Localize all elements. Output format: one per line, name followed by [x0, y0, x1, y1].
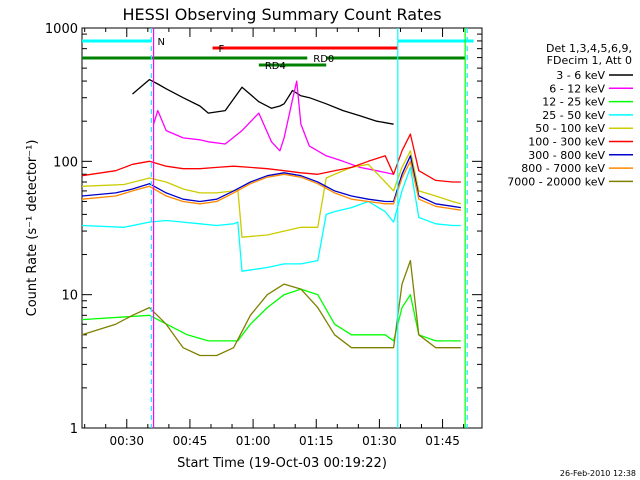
series-line-2 [152, 80, 394, 175]
series-line-5 [81, 150, 462, 238]
legend-header-1: Det 1,3,4,5,6,9, [546, 42, 632, 55]
x-tick-label: 00:45 [173, 434, 208, 448]
axis-ticks: 00:30 00:45 01:00 01:15 01:30 01:45 1 10 100 1000 [45, 22, 482, 448]
y-tick-label: 1 [70, 422, 78, 437]
legend-label-7: 300 - 800 keV [528, 149, 605, 162]
x-tick-label: 01:45 [425, 434, 460, 448]
legend-label-1: 3 - 6 keV [556, 69, 605, 82]
series-line-4 [81, 166, 461, 272]
x-tick-label: 01:00 [236, 434, 271, 448]
series-line-3 [81, 288, 461, 342]
legend: Det 1,3,4,5,6,9, FDecim 1, Att 0 3 - 6 k… [507, 42, 633, 188]
series-line-8 [81, 160, 461, 211]
flag-label-f: F [219, 44, 225, 55]
legend-label-8: 800 - 7000 keV [521, 162, 605, 175]
legend-header-2: FDecim 1, Att 0 [547, 54, 632, 67]
series-line-7 [81, 155, 461, 209]
flags-layer: N F RD0 RD4 [82, 37, 474, 72]
markers-layer [150, 28, 468, 428]
x-axis-label: Start Time (19-Oct-03 00:19:22) [177, 456, 387, 471]
flag-label-rd4: RD4 [265, 61, 286, 72]
flag-label-rd0: RD0 [313, 54, 334, 65]
y-tick-label: 1000 [45, 22, 78, 37]
chart-title: HESSI Observing Summary Count Rates [122, 5, 441, 24]
legend-label-3: 12 - 25 keV [542, 96, 605, 109]
legend-label-4: 25 - 50 keV [542, 109, 605, 122]
x-tick-label: 01:15 [299, 434, 334, 448]
legend-label-6: 100 - 300 keV [528, 136, 605, 149]
legend-label-5: 50 - 100 keV [535, 122, 605, 135]
y-axis-label: Count Rate (s⁻¹ detector⁻¹) [25, 140, 40, 317]
legend-label-2: 6 - 12 keV [549, 82, 605, 95]
series-line-9 [81, 259, 461, 357]
flag-label-n: N [157, 37, 164, 48]
x-tick-label: 01:30 [362, 434, 397, 448]
legend-label-9: 7000 - 20000 keV [507, 175, 605, 188]
series-layer [81, 78, 462, 357]
series-line-6 [81, 133, 461, 183]
y-tick-label: 10 [61, 289, 78, 304]
series-line-1 [132, 78, 394, 125]
x-tick-label: 00:30 [109, 434, 144, 448]
footer-timestamp: 26-Feb-2010 12:38 [560, 469, 636, 478]
y-tick-label: 100 [53, 155, 78, 170]
plot-frame [81, 27, 483, 429]
